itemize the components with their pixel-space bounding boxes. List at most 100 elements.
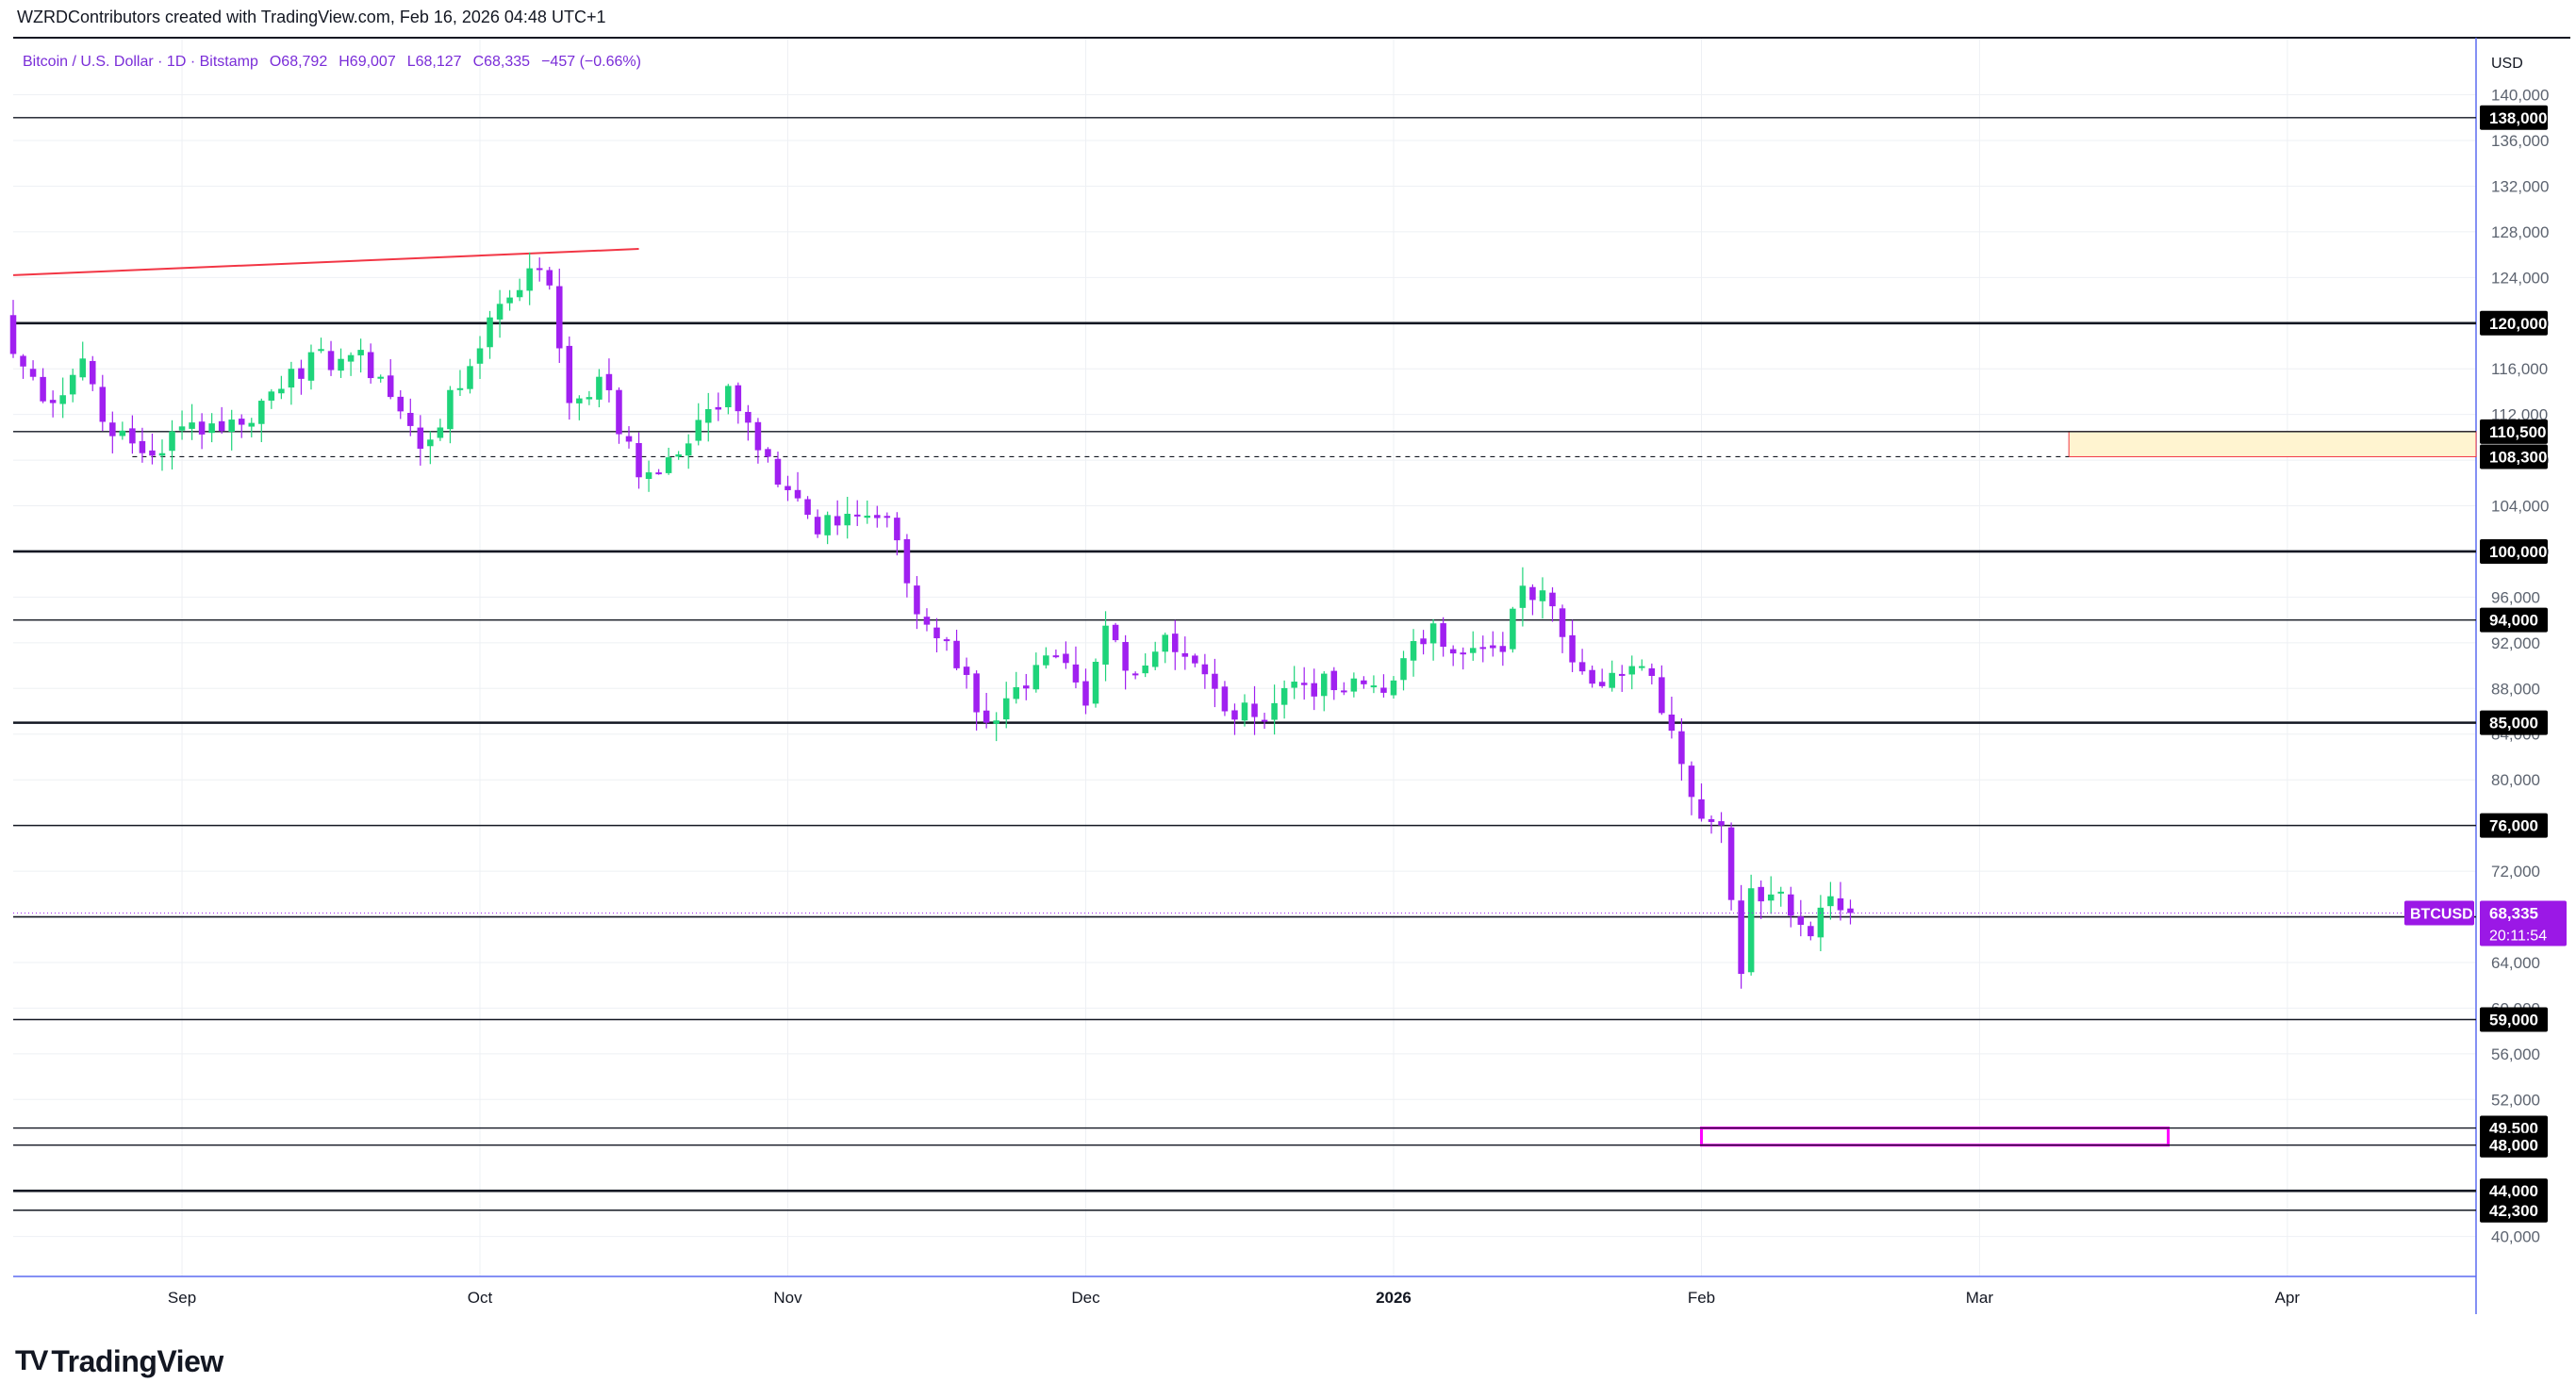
candle [109,411,116,453]
candle-body [407,412,414,426]
candle-body [765,449,771,457]
candle-body [20,355,26,367]
candle-body [665,457,672,473]
candle-body [1370,685,1378,688]
candle [1102,611,1109,682]
candle [665,447,672,475]
y-tick-label: 140,000 [2491,87,2549,105]
level-label-text: 48,000 [2489,1137,2538,1155]
trendline [12,248,639,276]
candle-body [40,376,46,402]
candle-body [1400,658,1407,681]
candle [307,344,315,390]
candle-body [1837,897,1844,911]
candle-body [1618,673,1626,676]
candle-body [248,422,256,427]
candle [1082,668,1089,715]
candle-body [1727,827,1735,900]
level-price-label: 48,000 [2480,1132,2548,1158]
candle-body [1589,669,1595,684]
candle-body [1598,682,1606,686]
candle [1122,634,1129,690]
candle [397,389,405,420]
candle [1271,684,1278,735]
candle-body [1490,645,1496,649]
candle [834,500,841,535]
candle-body [1817,907,1825,938]
x-tick-label: 2026 [1376,1289,1412,1307]
candle-body [189,422,195,429]
candle [1063,641,1069,669]
candle-body [1280,687,1288,705]
candle [953,629,960,671]
candle-body [496,304,504,320]
candle-body [49,400,57,403]
candle [387,359,394,400]
candle [973,670,980,731]
candle [794,471,801,502]
candle [1330,667,1338,700]
supply-zone-box [2068,431,2477,457]
candle [923,608,931,632]
candle-body [1559,608,1566,637]
candle-body [367,352,374,379]
candle-body [1102,625,1109,665]
last-price-tag-bg [2480,900,2567,946]
candle [347,352,355,376]
candle-body [725,386,732,407]
candle [1758,881,1764,919]
candle-body [447,389,454,430]
candle-body [1221,686,1229,712]
candle [1827,881,1834,920]
candle [675,451,682,460]
candle [1172,619,1179,670]
tradingview-brand: TradingView [51,1343,223,1378]
candle [178,410,186,440]
candle-body [208,423,215,434]
candle [576,395,583,420]
level-label-bg [2480,444,2548,469]
candle [1499,632,1507,667]
candle-body [89,360,96,385]
level-label-text: 76,000 [2489,817,2538,835]
candle [745,404,751,441]
candle [1162,633,1169,664]
candle-body [417,427,424,449]
candle [1708,815,1715,834]
candle-body [109,422,116,436]
candle [1817,895,1825,952]
level-label-bg [2480,1132,2548,1158]
y-tick-label: 128,000 [2491,223,2549,241]
candle [218,406,225,435]
candle-body [576,398,583,403]
x-tick-label: Sep [168,1289,196,1307]
candle-body [1460,652,1466,655]
candle [536,257,543,282]
candle-body [1013,686,1020,700]
candle-body [467,366,473,389]
candle [338,348,344,378]
x-tick-label: Apr [2275,1289,2301,1307]
candle-body [963,667,970,675]
candle-body [278,388,285,394]
tradingview-logo[interactable]: TV TradingView [15,1342,223,1380]
candle [1380,674,1387,698]
candle-body [774,458,782,486]
candle [1440,617,1446,657]
y-tick-label: 104,000 [2491,498,2549,516]
tradingview-logo-icon: TV [15,1345,48,1376]
candle [784,475,791,502]
candle [1738,884,1744,989]
candle-body [794,489,801,499]
chart-attribution: WZRDContributors created with TradingVie… [17,8,606,26]
candle [1589,666,1595,688]
candle-body [874,515,881,518]
candle-body [784,486,791,490]
candle-body [1469,648,1477,653]
candle-body [1648,667,1656,676]
candle [427,431,434,465]
candle [1429,618,1437,661]
candle [636,432,642,489]
candle-body [99,387,107,422]
